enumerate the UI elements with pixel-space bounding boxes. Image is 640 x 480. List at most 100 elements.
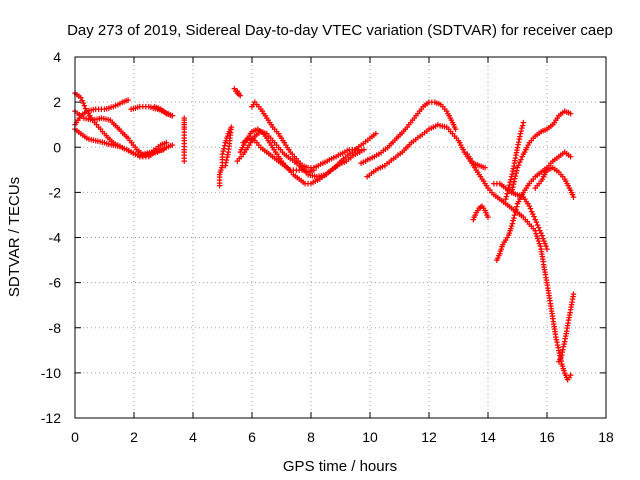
- data-point: +: [277, 157, 283, 169]
- data-point: +: [95, 136, 101, 148]
- data-point: +: [246, 140, 252, 152]
- data-point: +: [248, 134, 254, 146]
- data-point: +: [512, 155, 518, 167]
- data-point: +: [256, 140, 262, 152]
- data-point: +: [494, 178, 500, 190]
- data-point: +: [426, 97, 432, 109]
- data-point: +: [520, 149, 526, 161]
- data-point: +: [161, 143, 167, 155]
- data-point: +: [544, 280, 550, 292]
- data-point: +: [510, 182, 516, 194]
- data-point: +: [410, 136, 416, 148]
- data-point: +: [81, 101, 87, 113]
- data-point: +: [343, 156, 349, 168]
- data-point: +: [341, 157, 347, 169]
- data-point: +: [151, 145, 157, 157]
- data-point: +: [301, 166, 307, 178]
- data-point: +: [532, 183, 538, 195]
- data-point: +: [420, 102, 426, 114]
- data-point: +: [548, 301, 554, 313]
- data-point: +: [511, 213, 517, 225]
- data-point: +: [515, 196, 521, 208]
- data-point: +: [561, 174, 567, 186]
- data-point: +: [88, 105, 94, 117]
- data-point: +: [563, 176, 569, 188]
- data-point: +: [495, 193, 501, 205]
- data-point: +: [503, 191, 509, 203]
- data-point: +: [470, 158, 476, 170]
- data-point: +: [506, 186, 512, 198]
- data-point: +: [234, 86, 240, 98]
- data-point: +: [216, 175, 222, 187]
- data-point: +: [275, 129, 281, 141]
- data-point: +: [376, 149, 382, 161]
- data-point: +: [533, 217, 539, 229]
- data-point: +: [123, 145, 129, 157]
- data-point: +: [299, 164, 305, 176]
- data-point: +: [534, 234, 540, 246]
- data-point: +: [395, 131, 401, 143]
- data-point: +: [523, 183, 529, 195]
- data-point: +: [280, 158, 286, 170]
- data-point: +: [460, 145, 466, 157]
- data-point: +: [426, 124, 432, 136]
- data-point: +: [94, 114, 100, 126]
- data-point: +: [434, 98, 440, 110]
- data-point: +: [307, 166, 313, 178]
- data-point: +: [491, 190, 497, 202]
- data-point: +: [149, 148, 155, 160]
- data-point: +: [132, 149, 138, 161]
- data-point: +: [265, 115, 271, 127]
- data-point: +: [480, 162, 486, 174]
- data-point: +: [422, 100, 428, 112]
- data-point: +: [546, 160, 552, 172]
- data-point: +: [181, 136, 187, 148]
- data-point: +: [384, 159, 390, 171]
- data-point: +: [543, 167, 549, 179]
- data-point: +: [532, 226, 538, 238]
- data-point: +: [136, 146, 142, 158]
- data-point: +: [538, 244, 544, 256]
- data-point: +: [447, 113, 453, 125]
- data-point: +: [167, 110, 173, 122]
- data-point: +: [269, 122, 275, 134]
- data-point: +: [76, 91, 82, 103]
- data-point: +: [557, 351, 563, 363]
- data-point: +: [526, 219, 532, 231]
- data-point: +: [544, 244, 550, 256]
- data-point: +: [76, 110, 82, 122]
- data-point: +: [365, 155, 371, 167]
- data-point: +: [146, 147, 152, 159]
- data-point: +: [289, 155, 295, 167]
- data-point: +: [438, 99, 444, 111]
- data-point: +: [405, 141, 411, 153]
- data-point: +: [476, 169, 482, 181]
- data-point: +: [419, 129, 425, 141]
- data-point: +: [536, 128, 542, 140]
- data-point: +: [516, 209, 522, 221]
- data-point: +: [568, 187, 574, 199]
- data-point: +: [559, 148, 565, 160]
- data-point: +: [231, 84, 237, 96]
- data-point: +: [512, 206, 518, 218]
- data-point: +: [504, 189, 510, 201]
- x-tick-label: 4: [189, 429, 197, 445]
- data-point: +: [119, 97, 125, 109]
- data-point: +: [92, 136, 98, 148]
- data-point: +: [548, 303, 554, 315]
- data-point: +: [534, 231, 540, 243]
- data-point: +: [546, 164, 552, 176]
- data-point: +: [456, 138, 462, 150]
- data-point: +: [268, 120, 274, 132]
- data-point: +: [83, 114, 89, 126]
- data-point: +: [127, 136, 133, 148]
- data-point: +: [337, 159, 343, 171]
- data-point: +: [289, 149, 295, 161]
- data-point: +: [502, 183, 508, 195]
- data-point: +: [252, 131, 258, 143]
- data-point: +: [335, 159, 341, 171]
- data-point: +: [216, 172, 222, 184]
- data-point: +: [225, 147, 231, 159]
- data-point: +: [416, 106, 422, 118]
- data-point: +: [226, 139, 232, 151]
